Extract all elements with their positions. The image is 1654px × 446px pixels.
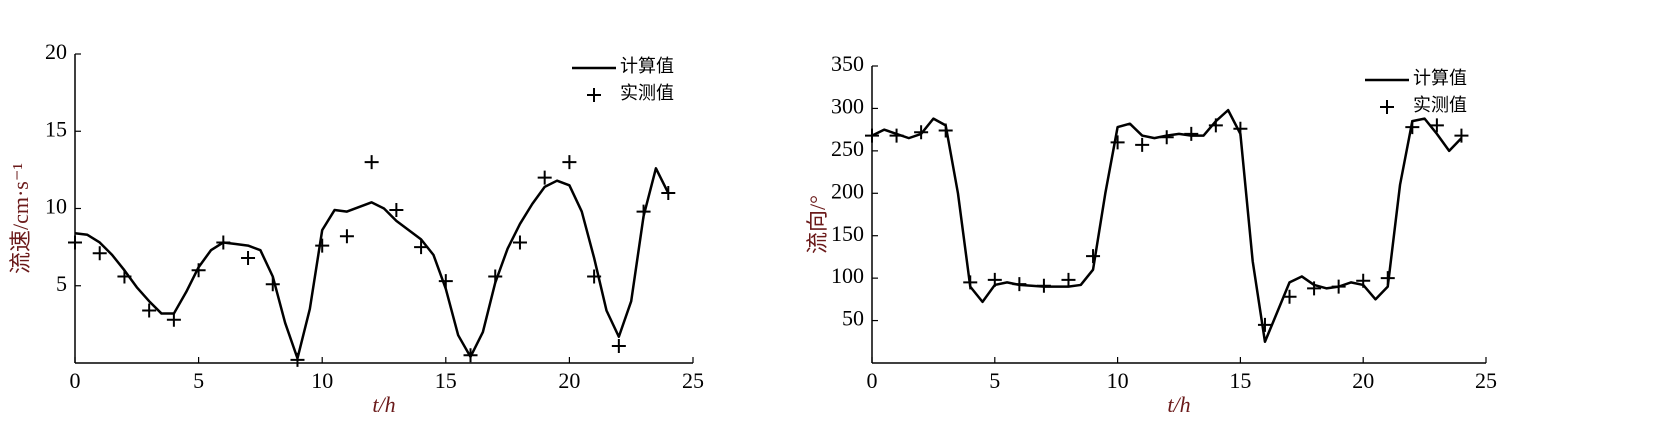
y-tick-label: 15 [45,116,67,141]
legend-label: 计算值 [1413,68,1467,88]
marker [463,348,478,363]
y-tick-label: 300 [831,93,864,118]
marker [315,238,330,253]
x-tick-label: 25 [682,368,704,393]
marker [364,155,379,170]
marker [191,263,206,278]
marker [1331,279,1346,294]
x-tick-label: 15 [1229,368,1251,393]
marker [865,128,879,143]
marker [216,235,231,250]
legend-label: 实测值 [1413,95,1467,115]
legend-marker [1380,100,1394,114]
y-tick-label: 20 [45,39,67,64]
marker [1159,130,1174,145]
y-tick-label: 150 [831,221,864,246]
marker [914,125,929,140]
x-tick-label: 5 [193,368,204,393]
legend-marker [587,88,601,102]
marker [1257,317,1272,332]
marker [1135,137,1150,152]
series-line [74,167,670,360]
y-tick-label: 350 [831,51,864,76]
x-tick-label: 25 [1475,368,1497,393]
y-tick-label: 200 [831,178,864,203]
marker [488,269,503,284]
marker [142,303,157,318]
marker [1061,272,1076,287]
marker [987,272,1002,287]
marker [889,128,904,143]
marker [1454,128,1469,143]
marker [414,240,429,255]
marker [1012,277,1027,292]
x-tick-label: 20 [1352,368,1374,393]
series-line [871,108,1463,344]
marker [1380,271,1395,286]
x-axis-label: t/h [1167,392,1190,417]
marker [1282,289,1297,304]
y-tick-label: 250 [831,136,864,161]
marker [963,275,978,290]
marker [1307,281,1322,296]
y-axis-label: 流速/cm·s⁻¹ [8,163,33,274]
y-tick-label: 10 [45,194,67,219]
marker [241,250,256,265]
marker [1356,273,1371,288]
x-tick-label: 0 [70,368,81,393]
marker [1405,120,1420,135]
y-tick-label: 100 [831,263,864,288]
marker [1036,278,1051,293]
marker [1086,249,1101,264]
x-tick-label: 5 [989,368,1000,393]
legend-label: 计算值 [620,56,674,76]
marker [265,277,280,292]
legend-label: 实测值 [620,83,674,103]
x-tick-label: 10 [1107,368,1129,393]
y-tick-label: 5 [56,271,67,296]
marker [117,269,132,284]
marker [512,235,527,250]
marker [1233,121,1248,136]
marker [68,235,82,250]
marker [661,186,676,201]
marker [166,312,181,327]
marker [537,170,552,185]
marker [587,269,602,284]
marker [1184,126,1199,141]
marker [611,339,626,354]
y-tick-label: 50 [842,306,864,331]
marker [1429,118,1444,133]
x-tick-label: 20 [558,368,580,393]
marker [562,155,577,170]
marker [339,229,354,244]
marker [938,123,953,138]
x-tick-label: 15 [435,368,457,393]
marker [389,203,404,218]
marker [1110,135,1125,150]
x-tick-label: 10 [311,368,333,393]
x-axis-label: t/h [372,392,395,417]
marker [636,204,651,219]
marker [438,274,453,289]
marker [92,246,107,261]
marker [290,352,305,367]
y-axis-label: 流向/° [805,195,830,254]
marker [1208,118,1223,133]
x-tick-label: 0 [867,368,878,393]
